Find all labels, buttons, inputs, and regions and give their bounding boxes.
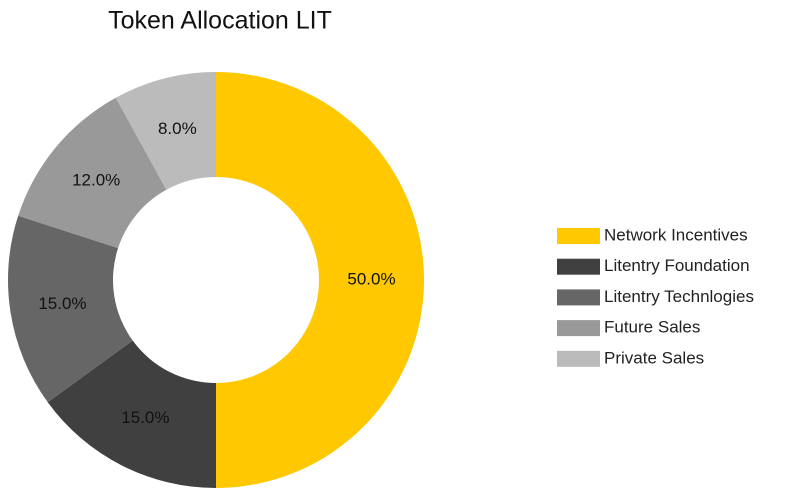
legend-label: Future Sales	[604, 318, 700, 337]
legend-swatch	[557, 350, 600, 367]
wedge	[47, 340, 217, 488]
legend-swatch	[557, 258, 600, 275]
value-label: 50.0%	[347, 269, 395, 288]
value-label: 12.0%	[72, 170, 120, 189]
legend-label: Litentry Foundation	[604, 256, 750, 275]
wedge	[8, 215, 133, 403]
value-label: 8.0%	[158, 119, 197, 138]
legend-label: Network Incentives	[604, 225, 748, 244]
legend-swatch	[557, 320, 600, 337]
wedge	[216, 72, 424, 488]
wedge	[18, 97, 167, 249]
chart-title: Token Allocation LIT	[108, 7, 332, 35]
value-label: 15.0%	[38, 294, 86, 313]
wedge	[115, 72, 216, 190]
legend-label: Litentry Technlogies	[604, 287, 754, 306]
legend-label: Private Sales	[604, 348, 704, 367]
value-label: 15.0%	[121, 408, 169, 427]
legend-swatch	[557, 228, 600, 244]
legend-swatch	[557, 289, 600, 306]
